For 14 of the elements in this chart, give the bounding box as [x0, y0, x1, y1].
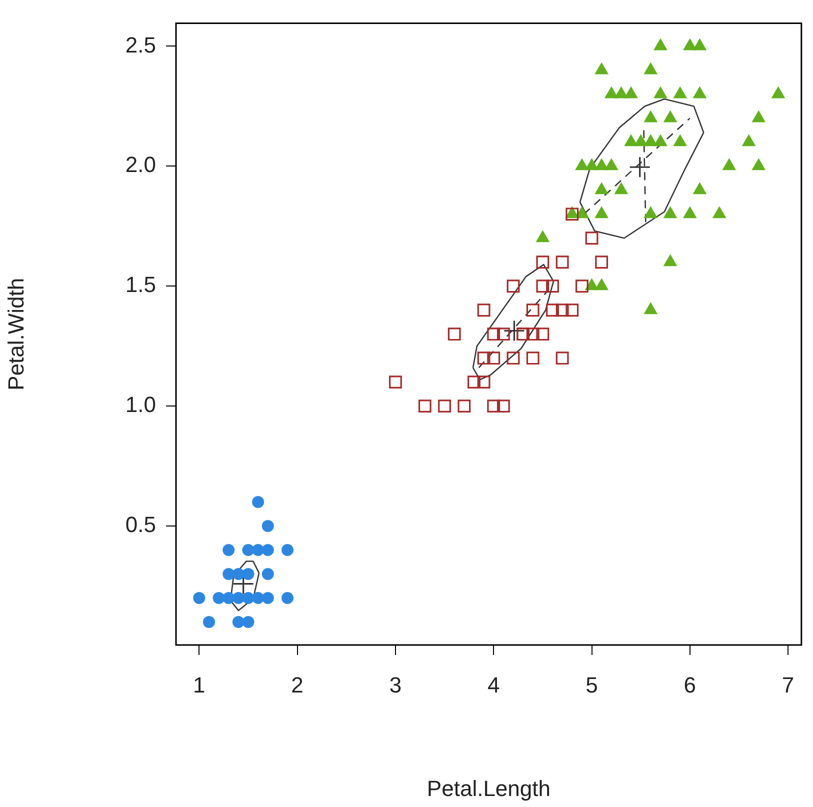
- x-tick-label: 1: [193, 672, 206, 698]
- x-axis-title: Petal.Length: [426, 776, 550, 801]
- x-tick-label: 2: [291, 672, 304, 698]
- y-tick-label: 1.5: [125, 272, 156, 298]
- y-tick-label: 1.0: [125, 392, 156, 418]
- y-tick-label: 0.5: [125, 512, 156, 538]
- y-tick-label: 2.5: [125, 32, 156, 58]
- y-axis-title: Petal.Width: [3, 278, 28, 390]
- x-tick-label: 6: [684, 672, 696, 698]
- y-tick-label: 2.0: [125, 152, 156, 178]
- x-tick-label: 7: [782, 672, 794, 698]
- x-tick-label: 5: [586, 672, 598, 698]
- x-tick-label: 3: [389, 672, 402, 698]
- x-tick-label: 4: [487, 672, 500, 698]
